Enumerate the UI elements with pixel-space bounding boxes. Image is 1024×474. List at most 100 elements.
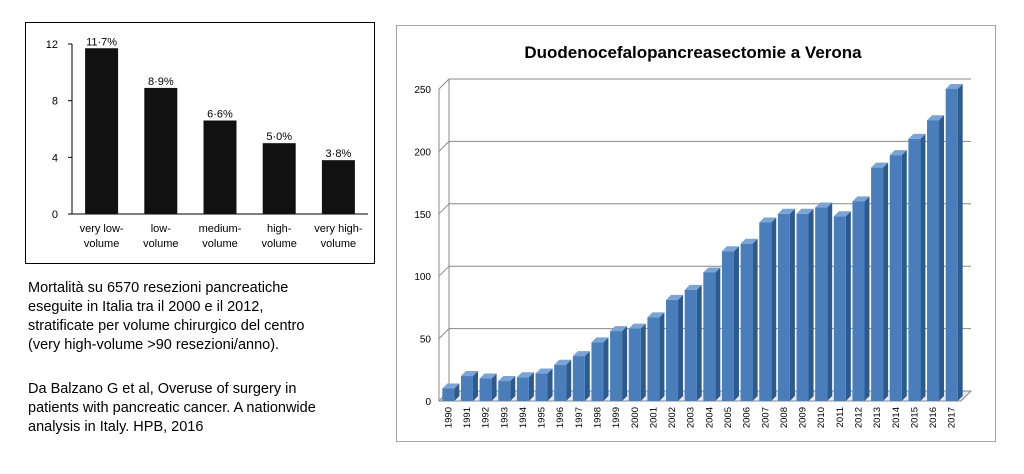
bar-front xyxy=(628,328,641,401)
y-tick-label: 0 xyxy=(52,209,58,221)
bar-side xyxy=(771,217,777,401)
x-tick-label: 1994 xyxy=(518,407,529,428)
verona-chart-svg: Duodenocefalopancreasectomie a Verona 0 50… xyxy=(414,43,973,428)
bar xyxy=(144,87,178,214)
bar xyxy=(498,376,516,401)
bar xyxy=(610,326,628,401)
x-tick-label: volume xyxy=(321,238,356,250)
bar-top xyxy=(460,371,478,377)
bar xyxy=(703,267,721,401)
y-tick-label: 100 xyxy=(414,272,431,283)
citation-line: Da Balzano G et al, Overuse of surgery i… xyxy=(28,381,297,397)
x-tick-label: volume xyxy=(84,238,119,250)
grid-side-line xyxy=(438,141,450,152)
bar xyxy=(833,211,851,401)
bar xyxy=(479,373,497,401)
bar-front xyxy=(554,364,567,401)
bar xyxy=(871,162,889,401)
y-tick-label: 200 xyxy=(414,147,431,158)
x-tick-label: 2006 xyxy=(742,407,753,428)
x-tick-label: 1992 xyxy=(481,407,492,428)
data-label: 11·7% xyxy=(86,36,117,48)
bar xyxy=(908,133,926,402)
bar-side xyxy=(659,312,665,401)
bar-top xyxy=(908,133,926,139)
bar-front xyxy=(852,201,865,401)
x-tick-label: volume xyxy=(143,238,178,250)
bar-front xyxy=(721,251,734,401)
bar xyxy=(262,143,296,214)
x-tick-label: 2001 xyxy=(648,407,659,428)
bar-top xyxy=(703,267,721,273)
bar-front xyxy=(815,207,828,401)
x-tick-label: 2014 xyxy=(891,407,902,428)
bar-top xyxy=(945,84,963,89)
grid-side-line xyxy=(438,265,450,277)
bar-front xyxy=(535,373,548,401)
bar-front xyxy=(740,243,753,401)
bar-side xyxy=(528,372,534,401)
bar xyxy=(554,359,572,401)
grid-side-line xyxy=(438,328,450,339)
caption-line: stratificate per volume chirurgico del c… xyxy=(28,318,305,334)
bar-front xyxy=(572,356,585,401)
bar xyxy=(759,217,777,401)
caption-line: (very high-volume >90 resezioni/anno). xyxy=(28,337,280,353)
bar-top xyxy=(777,208,795,214)
x-tick-label: 2013 xyxy=(872,407,883,428)
x-tick-label: 2007 xyxy=(760,407,771,428)
bar-front xyxy=(945,89,958,401)
x-tick-label: 1993 xyxy=(499,407,510,428)
y-tick-label: 0 xyxy=(425,397,431,408)
x-tick-label: 2000 xyxy=(630,407,641,428)
bar-top xyxy=(721,246,739,252)
y-tick-label: 150 xyxy=(414,210,431,221)
bar-side xyxy=(640,323,646,401)
x-tick-label: medium- xyxy=(199,223,242,235)
x-tick-label: 2011 xyxy=(835,407,846,427)
bar-top xyxy=(628,323,646,329)
bar xyxy=(666,294,684,401)
bar xyxy=(684,284,702,401)
y-tick-label: 50 xyxy=(420,335,432,346)
x-tick-label: volume xyxy=(202,238,237,250)
bar-top xyxy=(498,376,516,382)
bar-side xyxy=(603,337,609,401)
x-tick-label: 2012 xyxy=(853,407,864,428)
x-tick-label: 2009 xyxy=(798,407,809,428)
mortality-caption: Mortalità su 6570 resezioni pancreatiche… xyxy=(28,279,304,355)
bar-front xyxy=(759,222,772,401)
bar-top xyxy=(591,337,609,343)
bar xyxy=(945,84,963,401)
bar xyxy=(740,238,758,401)
mortality-chart-svg: 0 4 8 12 11·7% very low-volume 8·9% low-volume 6… xyxy=(46,36,368,250)
bar-side xyxy=(939,115,945,401)
y-tick-label: 250 xyxy=(414,85,431,96)
x-tick-label: 1997 xyxy=(574,407,585,428)
bar xyxy=(442,383,460,401)
bar-top xyxy=(479,373,497,379)
bar-side xyxy=(566,359,572,401)
bar-top xyxy=(647,312,665,318)
x-tick-label: 2002 xyxy=(667,407,678,428)
bar xyxy=(852,196,870,401)
bar-front xyxy=(516,377,529,401)
bar-front xyxy=(889,155,902,401)
bar-side xyxy=(808,208,814,401)
chart-title: Duodenocefalopancreasectomie a Verona xyxy=(524,43,862,62)
bar-front xyxy=(908,138,921,402)
bar xyxy=(796,208,814,401)
bar-front xyxy=(442,388,455,401)
data-label: 3·8% xyxy=(326,148,352,160)
citation-caption: Da Balzano G et al, Overuse of surgery i… xyxy=(28,380,316,437)
bar-side xyxy=(454,383,460,401)
x-tick-label: 1996 xyxy=(555,407,566,428)
bar-top xyxy=(572,351,590,357)
x-tick-label: 2004 xyxy=(704,407,715,428)
y-tick-label: 4 xyxy=(52,152,58,164)
bar xyxy=(647,312,665,401)
bar-side xyxy=(584,351,590,401)
bar xyxy=(777,208,795,401)
bar-side xyxy=(733,246,739,401)
bar-top xyxy=(889,150,907,156)
